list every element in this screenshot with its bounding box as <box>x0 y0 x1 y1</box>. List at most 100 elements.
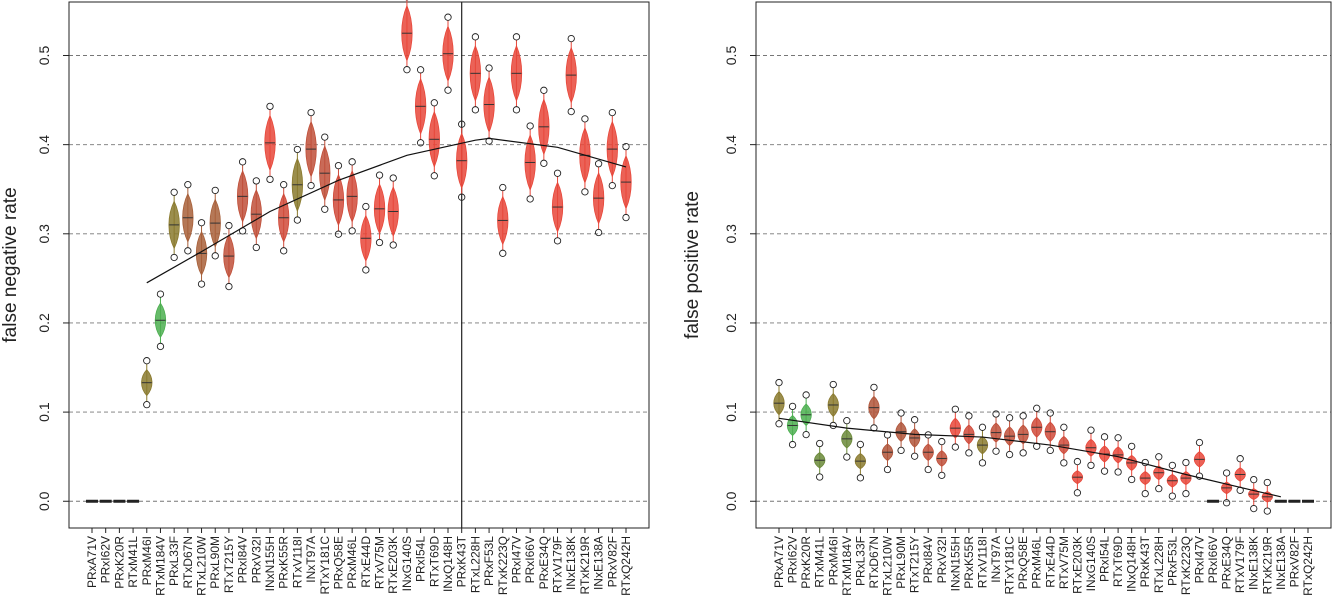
outlier-point <box>581 115 589 123</box>
outlier-point <box>321 205 329 213</box>
y-tick-label: 0.0 <box>36 491 52 511</box>
outlier-point <box>471 106 480 114</box>
x-tick-label: RTxV75M <box>1057 536 1071 589</box>
x-tick-label: PRxL90M <box>894 536 908 589</box>
outlier-point <box>211 186 219 195</box>
x-tick-label: PRxI54L <box>414 536 428 582</box>
outlier-point <box>816 473 824 481</box>
outlier-point <box>225 221 233 230</box>
fit-curve <box>146 137 627 284</box>
x-tick-label: PRxI66V <box>1206 536 1220 583</box>
x-tick-label: RTxM184V <box>840 536 854 596</box>
outlier-point <box>485 64 493 72</box>
outlier-point <box>170 188 178 196</box>
outlier-point <box>1114 434 1122 442</box>
x-tick-label: PRxI47V <box>509 536 523 583</box>
outlier-point <box>499 249 507 257</box>
outlier-point <box>499 183 507 192</box>
outlier-point <box>403 66 411 74</box>
x-tick-label: RTxT69D <box>1111 536 1125 587</box>
x-tick-label: RTxM41L <box>126 536 140 588</box>
outlier-point <box>238 158 247 166</box>
false-positive-panel: 0.0 0.1 0.2 0.3 0.4 0.5 false positive rate PRx… <box>682 1 1332 596</box>
outlier-point <box>938 471 946 479</box>
outlier-point <box>143 401 151 409</box>
x-tick-label: PRxL90M <box>208 536 222 589</box>
outlier-point <box>184 181 192 189</box>
y-axis-label: false negative rate <box>0 187 21 342</box>
outlier-point <box>1100 433 1109 441</box>
x-tick-label: PRxV82F <box>605 536 619 587</box>
x-tick-label: PRxM46I <box>140 536 154 585</box>
x-tick-label: RTxY181C <box>318 536 332 595</box>
x-tick-label: RTxM41L <box>813 536 827 588</box>
x-tick-label: RTxE44D <box>359 536 373 588</box>
x-tick-label: PRxK20R <box>799 536 813 589</box>
y-tick-label: 0.4 <box>36 135 52 155</box>
x-tick-label: PRxQ58E <box>331 536 345 589</box>
outlier-point <box>1182 489 1190 498</box>
plot-frame <box>68 1 650 529</box>
x-tick-label: RTxT69D <box>427 536 441 587</box>
outlier-point <box>348 158 356 166</box>
x-tick-label: PRxK55R <box>277 536 291 589</box>
outlier-point <box>471 33 480 41</box>
outlier-point <box>1155 453 1163 461</box>
x-tick-label: INxT97A <box>989 536 1003 583</box>
y-tick-label: 0.0 <box>723 491 739 511</box>
x-tick-label: INxQ148H <box>441 536 455 592</box>
x-tick-label: RTxY181C <box>1003 536 1017 595</box>
outlier-point <box>1168 461 1177 470</box>
outlier-point <box>266 175 274 184</box>
x-tick-label: PRxV82F <box>1287 536 1301 587</box>
x-tick-label: PRxA71V <box>772 536 786 588</box>
outlier-point <box>225 282 233 291</box>
outlier-point <box>1195 472 1204 480</box>
outlier-point <box>924 465 932 474</box>
x-tick-label: PRxI84V <box>236 536 250 583</box>
outlier-point <box>280 181 288 189</box>
outlier-point <box>143 357 151 365</box>
x-tick-label: PRxF53L <box>1165 536 1179 586</box>
y-tick-label: 0.5 <box>723 46 739 66</box>
x-tick-label: RTxD67N <box>867 536 881 588</box>
y-tick-label: 0.2 <box>723 313 739 333</box>
y-tick-label: 0.1 <box>723 402 739 422</box>
outlier-point <box>843 453 851 461</box>
y-tick-label: 0.1 <box>36 402 52 422</box>
outlier-point <box>1087 461 1095 470</box>
outlier-point <box>1222 469 1231 477</box>
outlier-point <box>156 290 165 298</box>
outlier-point <box>788 402 797 411</box>
outlier-point <box>1019 449 1027 457</box>
outlier-point <box>211 252 219 260</box>
y-axis-label: false positive rate <box>682 191 703 339</box>
outlier-point <box>307 181 315 190</box>
outlier-point <box>156 342 165 351</box>
outlier-point <box>1141 489 1149 498</box>
x-tick-label: PRxI84V <box>921 536 935 583</box>
outlier-point <box>1114 468 1122 476</box>
outlier-point <box>843 416 851 425</box>
outlier-point <box>856 474 865 482</box>
outlier-point <box>1100 467 1109 475</box>
y-tick-label: 0.5 <box>36 46 52 66</box>
false-negative-panel: 0.0 0.1 0.2 0.3 0.4 0.5 false negative rate PRx… <box>0 0 650 596</box>
x-tick-label: RTxK219R <box>578 536 592 595</box>
x-tick-label: RTxT215Y <box>908 536 922 593</box>
x-tick-label: RTxK219R <box>1260 536 1274 595</box>
x-tick-label: RTxV75M <box>373 536 387 589</box>
x-tick-label: RTxQ242H <box>619 536 633 596</box>
x-tick-label: PRxK55R <box>962 536 976 589</box>
outlier-point <box>512 106 521 114</box>
x-tick-label: RTxE44D <box>1043 536 1057 588</box>
x-tick-label: RTxE203K <box>386 536 400 594</box>
y-tick-label: 0.4 <box>723 135 739 155</box>
outlier-point <box>788 440 797 449</box>
outlier-point <box>540 159 548 167</box>
outlier-point <box>348 227 356 235</box>
outlier-point <box>1073 489 1082 497</box>
outlier-point <box>1182 458 1190 467</box>
outlier-point <box>883 465 892 474</box>
x-tick-label: PRxI54L <box>1098 536 1112 582</box>
